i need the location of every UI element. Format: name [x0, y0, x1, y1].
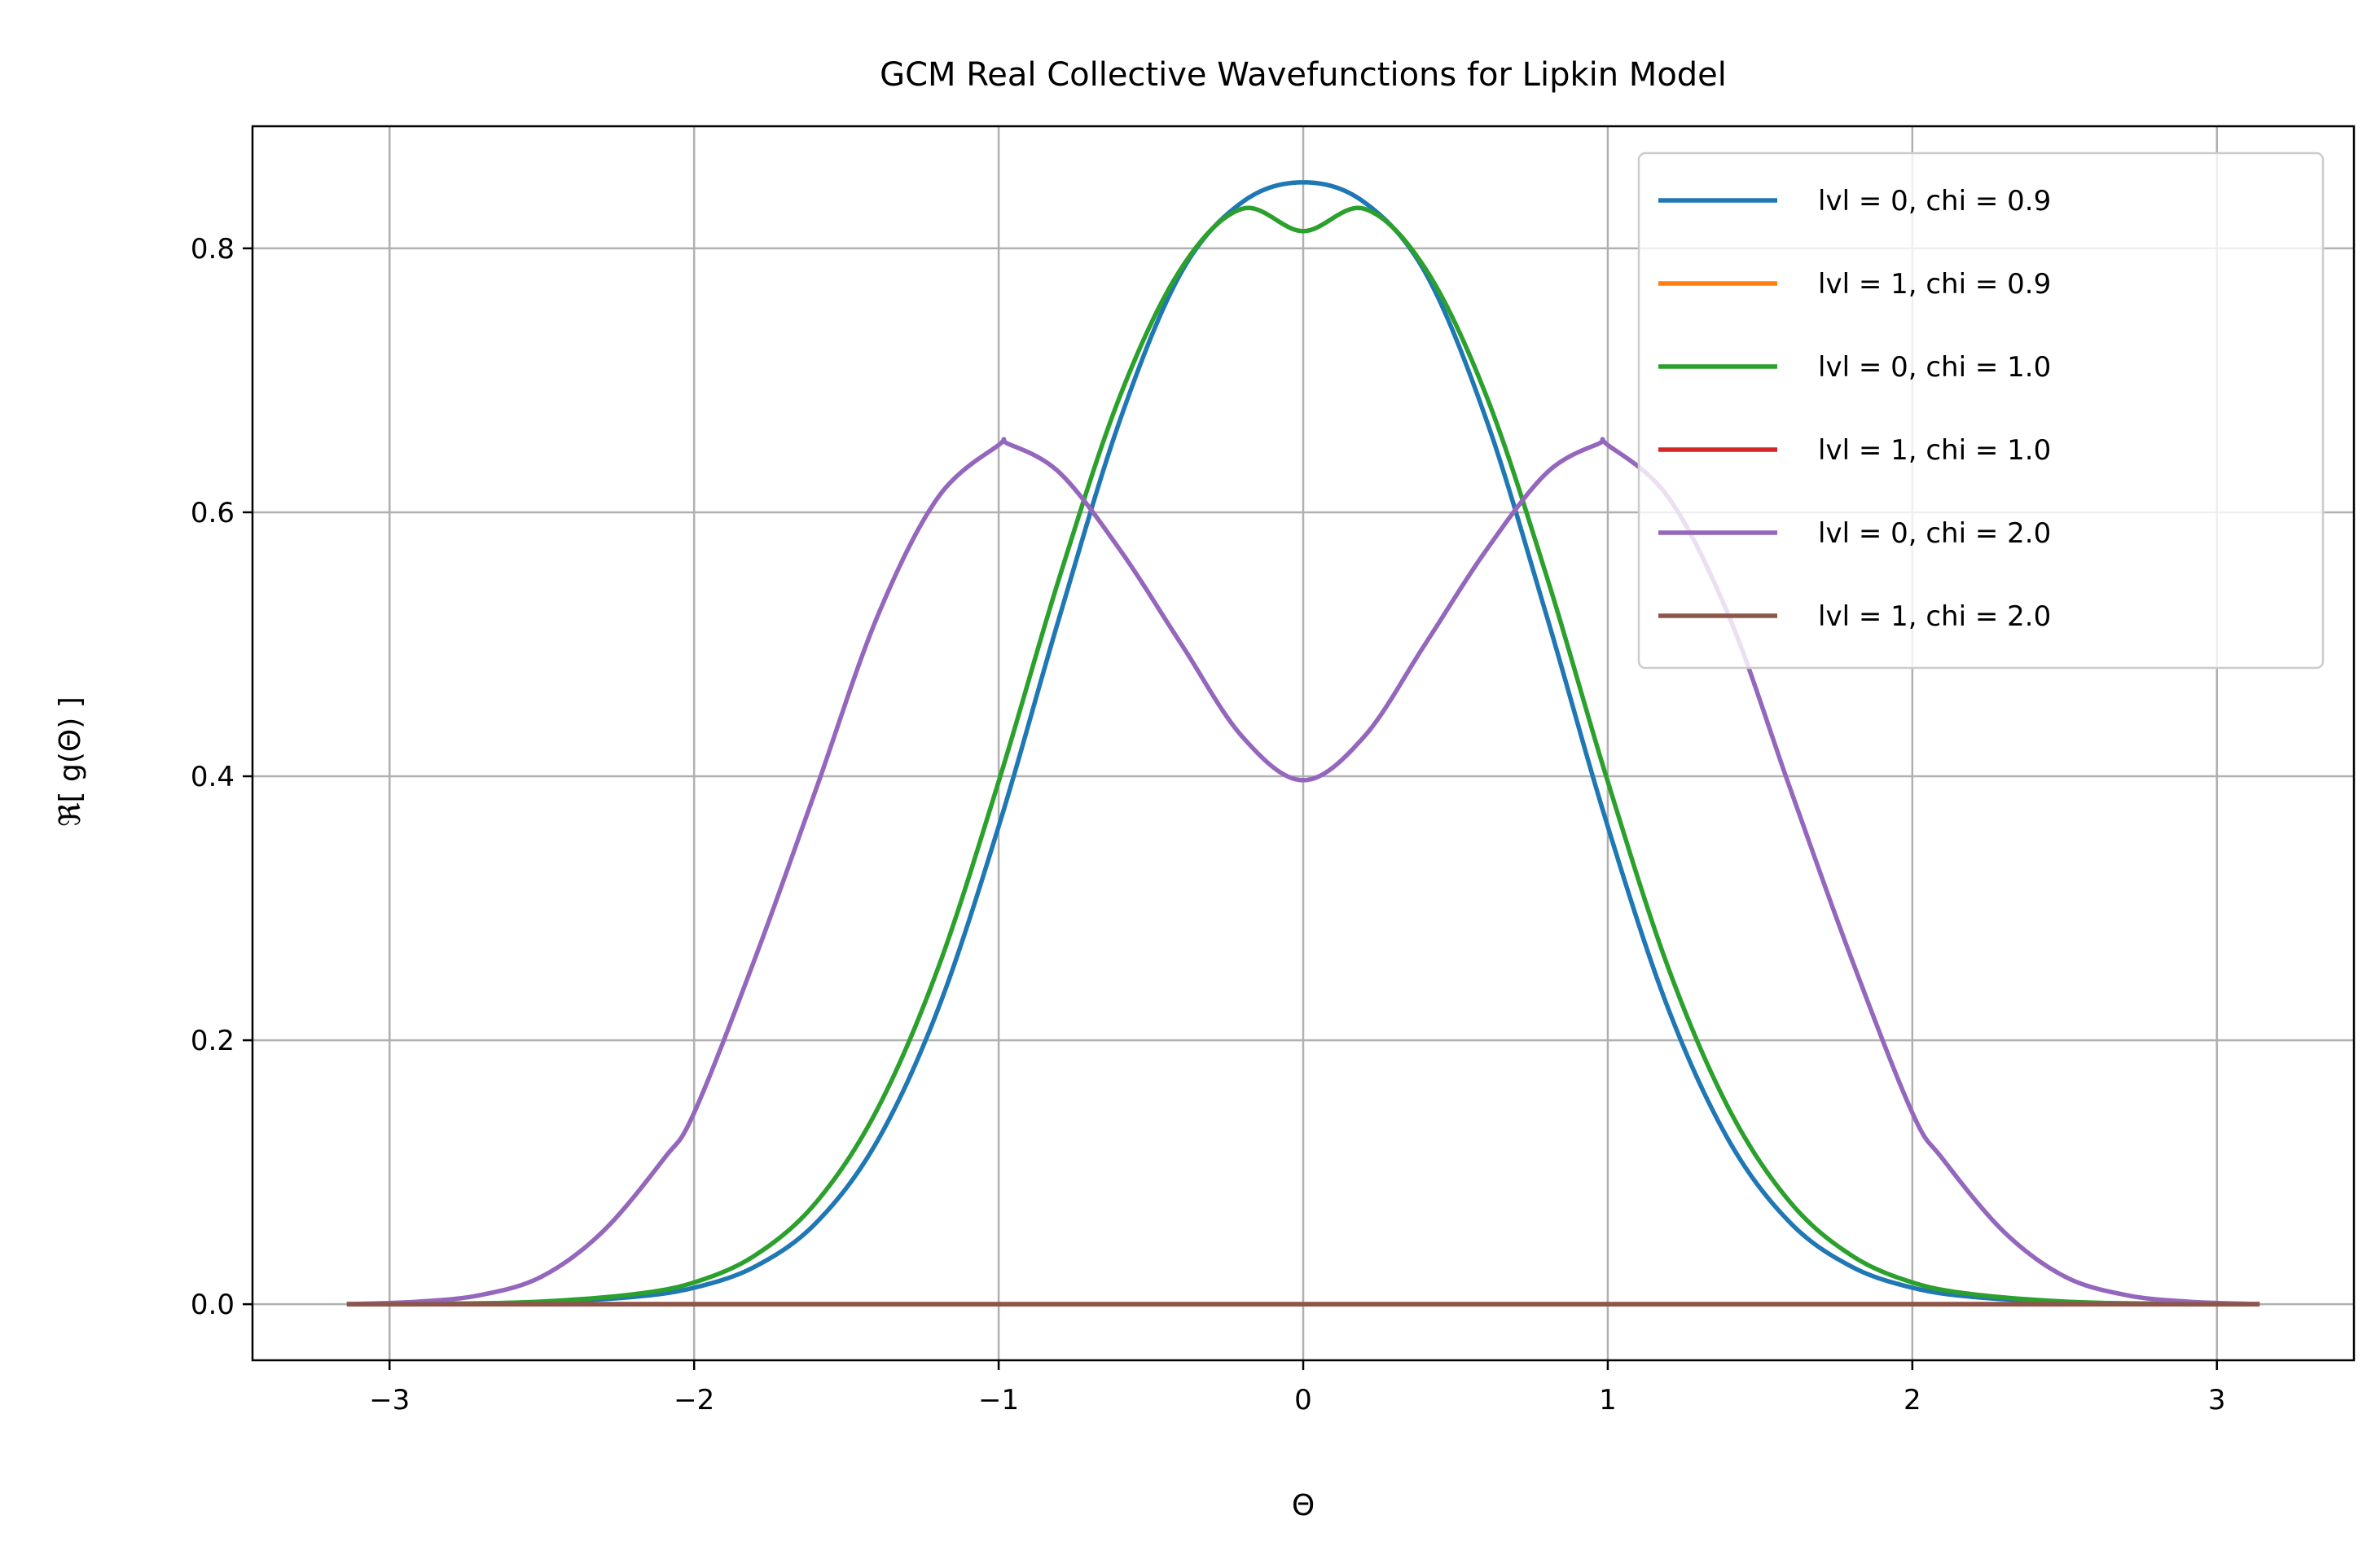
legend-label-1: lvl = 1, chi = 0.9 — [1818, 268, 2051, 301]
y-tick-label: 0.2 — [191, 1025, 235, 1057]
legend-label-0: lvl = 0, chi = 0.9 — [1818, 185, 2051, 217]
x-axis: −3 −2 −1 0 1 2 3 — [369, 1360, 2226, 1416]
x-tick-label: −1 — [978, 1384, 1019, 1416]
y-tick-label: 0.8 — [191, 233, 235, 266]
series-line-4 — [346, 437, 2260, 1307]
y-tick-label: 0.0 — [191, 1289, 235, 1321]
series-line-2 — [346, 205, 2260, 1307]
x-tick-label: −2 — [674, 1384, 714, 1416]
y-axis: 0.0 0.2 0.4 0.6 0.8 — [191, 233, 252, 1321]
legend-label-2: lvl = 0, chi = 1.0 — [1818, 351, 2051, 384]
x-axis-label: Θ — [1292, 1489, 1315, 1522]
x-tick-label: 2 — [1904, 1384, 1921, 1416]
legend-label-4: lvl = 0, chi = 2.0 — [1818, 517, 2051, 550]
legend: lvl = 0, chi = 0.9 lvl = 1, chi = 0.9 lvl … — [1637, 152, 2325, 670]
legend-box — [1637, 152, 2325, 670]
x-tick-label: 1 — [1599, 1384, 1617, 1416]
x-tick-label: 3 — [2208, 1384, 2226, 1416]
y-tick-label: 0.6 — [191, 497, 235, 529]
y-axis-label: ℜ[ g(Θ) ] — [54, 696, 87, 827]
series-layer — [346, 180, 2260, 1307]
legend-label-3: lvl = 1, chi = 1.0 — [1818, 434, 2051, 467]
x-tick-label: −3 — [369, 1384, 410, 1416]
y-tick-label: 0.4 — [191, 761, 235, 793]
legend-label-5: lvl = 1, chi = 2.0 — [1818, 600, 2051, 633]
chart-title: GCM Real Collective Wavefunctions for Li… — [880, 56, 1727, 94]
x-tick-label: 0 — [1294, 1384, 1312, 1416]
series-line-0 — [346, 180, 2260, 1307]
